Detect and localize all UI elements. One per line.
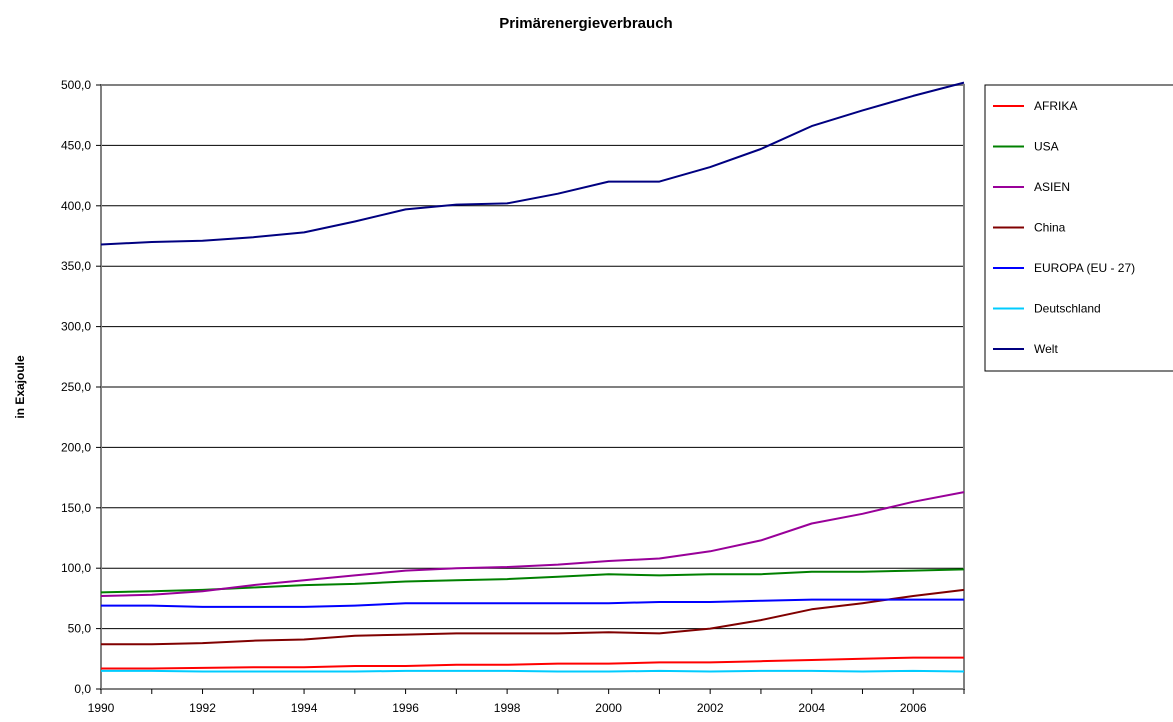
y-tick-label: 150,0: [61, 501, 91, 515]
series-line: [100, 568, 965, 594]
legend-label: USA: [1034, 140, 1059, 154]
legend-label: EUROPA (EU - 27): [1034, 261, 1135, 275]
series-line: [101, 656, 964, 670]
legend-label: Welt: [1034, 342, 1058, 356]
legend: AFRIKA USA ASIEN China EUROPA (EU - 27) Deuts…: [984, 84, 1173, 372]
y-tick-label: 50,0: [68, 622, 92, 636]
y-tick-label: 500,0: [61, 78, 91, 92]
chart-title: Primärenergieverbrauch: [499, 15, 672, 32]
y-tick-label: 250,0: [61, 380, 91, 394]
y-tick-label: 300,0: [61, 320, 91, 334]
gridlines: [101, 144, 964, 630]
legend-label: ASIEN: [1034, 180, 1070, 194]
y-tick-label: 0,0: [74, 682, 91, 696]
series-line: [101, 588, 965, 646]
y-tick-label: 450,0: [61, 138, 91, 152]
x-tick-label: 1998: [494, 701, 521, 715]
series-line: [101, 598, 964, 608]
legend-label: China: [1034, 221, 1066, 235]
series-line: [100, 81, 965, 246]
y-tick-label: 200,0: [61, 440, 91, 454]
x-tick-label: 1996: [392, 701, 419, 715]
y-tick-label: 400,0: [61, 199, 91, 213]
y-tick-label: 350,0: [61, 259, 91, 273]
x-tick-label: 1990: [88, 701, 115, 715]
series-line: [101, 669, 965, 673]
x-tick-label: 1994: [291, 701, 318, 715]
x-tick-label: 2002: [697, 701, 724, 715]
x-tick-label: 2000: [595, 701, 622, 715]
y-axis-label: in Exajoule: [13, 355, 27, 419]
y-tick-label: 100,0: [61, 561, 91, 575]
axes: 0,0 50,0 100,0 150,0 200,0 250,0 300,0 350,0 400…: [61, 78, 965, 715]
x-tick-label: 1992: [189, 701, 216, 715]
series-line: [100, 491, 965, 597]
series-lines: [100, 81, 965, 673]
x-tick-label: 2006: [900, 701, 927, 715]
legend-label: AFRIKA: [1034, 99, 1077, 113]
x-tick-label: 2004: [798, 701, 825, 715]
legend-label: Deutschland: [1034, 302, 1101, 316]
